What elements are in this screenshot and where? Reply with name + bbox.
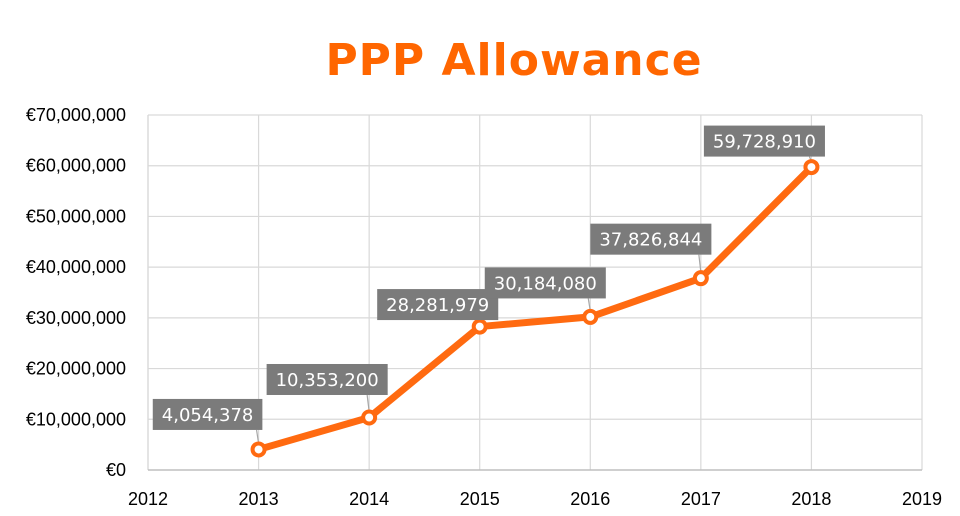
data-label: 4,054,378 <box>152 398 263 430</box>
y-tick-label: €60,000,000 <box>26 156 126 176</box>
label-leader-line <box>255 429 260 444</box>
data-label-box <box>266 363 388 395</box>
y-tick-label: €50,000,000 <box>26 206 126 226</box>
data-label: 59,728,910 <box>703 125 825 157</box>
data-label: 30,184,080 <box>484 267 606 299</box>
data-label-box <box>152 398 263 430</box>
data-label: 10,353,200 <box>266 363 388 395</box>
x-tick-label: 2014 <box>349 489 389 509</box>
data-label-text: 30,184,080 <box>494 273 597 294</box>
data-point <box>250 441 267 458</box>
x-tick-label: 2016 <box>570 489 610 509</box>
data-point <box>582 308 599 325</box>
y-tick-label: €70,000,000 <box>26 105 126 125</box>
data-point <box>692 270 709 287</box>
data-label-text: 4,054,378 <box>162 405 254 426</box>
x-tick-label: 2019 <box>902 489 942 509</box>
series-line <box>255 163 815 453</box>
data-markers <box>250 159 820 458</box>
axes: €0 €10,000,000 €20,000,000 €30,000,000 €40,0… <box>26 105 942 509</box>
y-tick-label: €40,000,000 <box>26 257 126 277</box>
y-tick-label: €30,000,000 <box>26 308 126 328</box>
y-tick-label: €10,000,000 <box>26 409 126 429</box>
data-point <box>803 159 820 176</box>
y-tick-label: €20,000,000 <box>26 359 126 379</box>
data-label-text: 59,728,910 <box>713 132 816 153</box>
y-tick-label: €0 <box>106 460 126 480</box>
label-leader-line <box>587 298 591 312</box>
label-leader-line <box>366 394 370 412</box>
data-label-text: 37,826,844 <box>599 230 702 251</box>
grid-lines <box>148 114 923 470</box>
chart-title: PPP Allowance <box>325 35 702 86</box>
data-label-text: 10,353,200 <box>276 370 379 391</box>
x-tick-label: 2013 <box>239 489 279 509</box>
x-tick-label: 2012 <box>128 489 168 509</box>
x-tick-label: 2018 <box>791 489 831 509</box>
data-label-box <box>484 267 606 299</box>
label-leader-line <box>698 254 702 273</box>
data-point <box>361 409 378 426</box>
series-line-group <box>255 163 815 453</box>
data-label-box <box>703 125 825 157</box>
label-leader-lines <box>255 156 812 444</box>
data-point <box>471 318 488 335</box>
data-label-box <box>590 223 712 255</box>
data-label-box <box>377 289 499 321</box>
data-label: 28,281,979 <box>377 289 499 321</box>
data-label: 37,826,844 <box>590 223 712 255</box>
x-tick-label: 2017 <box>681 489 721 509</box>
data-label-text: 28,281,979 <box>386 295 489 316</box>
x-tick-label: 2015 <box>460 489 500 509</box>
